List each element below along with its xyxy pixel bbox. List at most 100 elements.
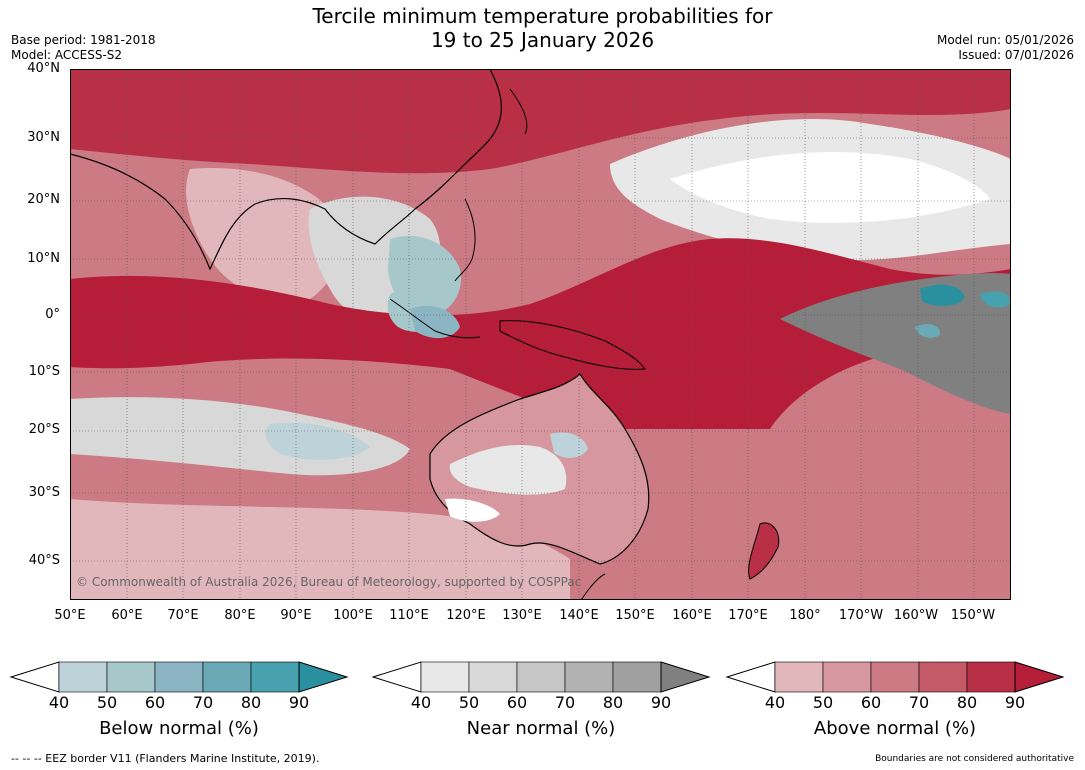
issued-date: Issued: 07/01/2026 <box>958 48 1074 62</box>
region-below-central-pacific-east <box>980 291 1011 308</box>
lon-label-180: 180° <box>789 608 821 623</box>
lat-label-20n: 20°N <box>27 192 60 207</box>
colorbar-above-normal <box>725 661 1065 693</box>
region-neutral-southwest-australia <box>445 498 500 522</box>
probability-map: © Commonwealth of Australia 2026, Bureau… <box>70 69 1011 600</box>
region-below-northern-australia <box>550 432 588 458</box>
colorbar-above-segment <box>774 661 824 693</box>
colorbar-above-segment <box>822 661 872 693</box>
asia-coastline <box>70 69 502 271</box>
region-neutral-north-pacific <box>670 151 990 223</box>
colorbar-near-tick: 50 <box>458 693 480 712</box>
lon-label-70e: 70°E <box>167 608 199 623</box>
colorbar-below-segment <box>202 661 252 693</box>
lon-label-60e: 60°E <box>111 608 143 623</box>
model-run: Model run: 05/01/2026 <box>936 33 1074 47</box>
region-india-area <box>186 168 341 302</box>
lon-label-160e: 160°E <box>672 608 712 623</box>
colorbar-near-segment <box>612 661 662 693</box>
lat-label-10s: 10°S <box>28 364 60 379</box>
graticule <box>70 69 1011 600</box>
region-above-north <box>70 69 1011 174</box>
colorbar-below-open-end <box>9 661 60 693</box>
colorbar-above-title: Above normal (%) <box>813 718 977 739</box>
lat-label-0: 0° <box>45 307 60 322</box>
copyright-notice: © Commonwealth of Australia 2026, Bureau… <box>76 575 581 589</box>
japan-coastline <box>509 88 528 135</box>
lat-label-40s: 40°S <box>28 553 60 568</box>
meta-left: Base period: 1981-2018 Model: ACCESS-S2 <box>11 33 156 63</box>
colorbar-below-tick: 70 <box>192 693 214 712</box>
region-above-southern-ocean <box>70 499 570 600</box>
colorbar-above-segment <box>966 661 1016 693</box>
lon-label-90e: 90°E <box>280 608 312 623</box>
lon-label-170w: 170°W <box>838 608 884 623</box>
lon-label-120e: 120°E <box>446 608 486 623</box>
colorbar-below-segment <box>154 661 204 693</box>
new-zealand <box>748 522 780 580</box>
lon-label-150e: 150°E <box>615 608 655 623</box>
tasmania-outline <box>580 573 606 600</box>
title-line-1: Tercile minimum temperature probabilitie… <box>312 4 773 28</box>
lon-label-170e: 170°E <box>728 608 768 623</box>
lat-label-30n: 30°N <box>27 130 60 145</box>
region-near-central-pacific <box>780 273 1011 414</box>
colorbar-near-segment <box>468 661 518 693</box>
colorbar-above-tick: 80 <box>956 693 978 712</box>
colorbar-below-title: Below normal (%) <box>99 718 259 739</box>
colorbar-near-tick: 60 <box>506 693 528 712</box>
lon-label-100e: 100°E <box>333 608 373 623</box>
model-name: Model: ACCESS-S2 <box>11 48 123 62</box>
colorbar-below-segment <box>250 661 300 693</box>
lat-label-20s: 20°S <box>28 422 60 437</box>
region-below-borneo <box>410 305 460 339</box>
colorbar-above-tick: 50 <box>812 693 834 712</box>
colorbar-above-segment <box>918 661 968 693</box>
colorbar-below-tick: 40 <box>48 693 70 712</box>
lon-label-80e: 80°E <box>224 608 256 623</box>
region-below-central-pacific-small <box>915 324 941 338</box>
lon-label-150w: 150°W <box>950 608 996 623</box>
lat-label-30s: 30°S <box>28 485 60 500</box>
colorbar-below-segment <box>106 661 156 693</box>
new-guinea <box>499 320 646 370</box>
region-below-south-indian <box>265 422 370 460</box>
region-below-central-pacific <box>920 284 965 306</box>
colorbar-below-tick: 80 <box>240 693 262 712</box>
lon-label-140e: 140°E <box>559 608 599 623</box>
colorbar-below-tick: 90 <box>288 693 310 712</box>
indonesia-coastline <box>389 298 481 339</box>
colorbar-below-normal <box>9 661 349 693</box>
colorbar-near-tick: 70 <box>554 693 576 712</box>
colorbar-above-segment <box>870 661 920 693</box>
colorbar-above-tick: 40 <box>764 693 786 712</box>
colorbar-above-arrow <box>1014 661 1065 693</box>
colorbar-near-tick: 90 <box>650 693 672 712</box>
lon-label-50e: 50°E <box>54 608 86 623</box>
map-title: Tercile minimum temperature probabilitie… <box>0 4 1085 52</box>
colorbar-near-title: Near normal (%) <box>466 718 616 739</box>
colorbar-near-segment <box>516 661 566 693</box>
lat-label-10n: 10°N <box>27 251 60 266</box>
colorbar-near-normal <box>371 661 711 693</box>
colorbar-near-arrow <box>660 661 711 693</box>
colorbar-near-tick: 40 <box>410 693 432 712</box>
meta-right: Model run: 05/01/2026 Issued: 07/01/2026 <box>937 33 1074 63</box>
colorbar-below-segment <box>58 661 108 693</box>
colorbar-below-arrow <box>298 661 349 693</box>
lat-label-40n: 40°N <box>27 61 60 76</box>
eez-footnote: -- -- -- EEZ border V11 (Flanders Marine… <box>11 752 320 765</box>
colorbar-near-segment <box>420 661 470 693</box>
colorbar-above-tick: 60 <box>860 693 882 712</box>
colorbar-above-tick: 90 <box>1004 693 1026 712</box>
colorbar-above-tick: 70 <box>908 693 930 712</box>
colorbar-near-tick: 80 <box>602 693 624 712</box>
colorbar-near-open-end <box>371 661 422 693</box>
colorbar-above-open-end <box>725 661 776 693</box>
map-frame <box>70 69 1011 600</box>
boundaries-disclaimer: Boundaries are not considered authoritat… <box>875 754 1074 764</box>
region-near-western-australia <box>449 444 567 495</box>
colorbar-near-segment <box>564 661 614 693</box>
lon-label-130e: 130°E <box>502 608 542 623</box>
colorbar-below-tick: 50 <box>96 693 118 712</box>
